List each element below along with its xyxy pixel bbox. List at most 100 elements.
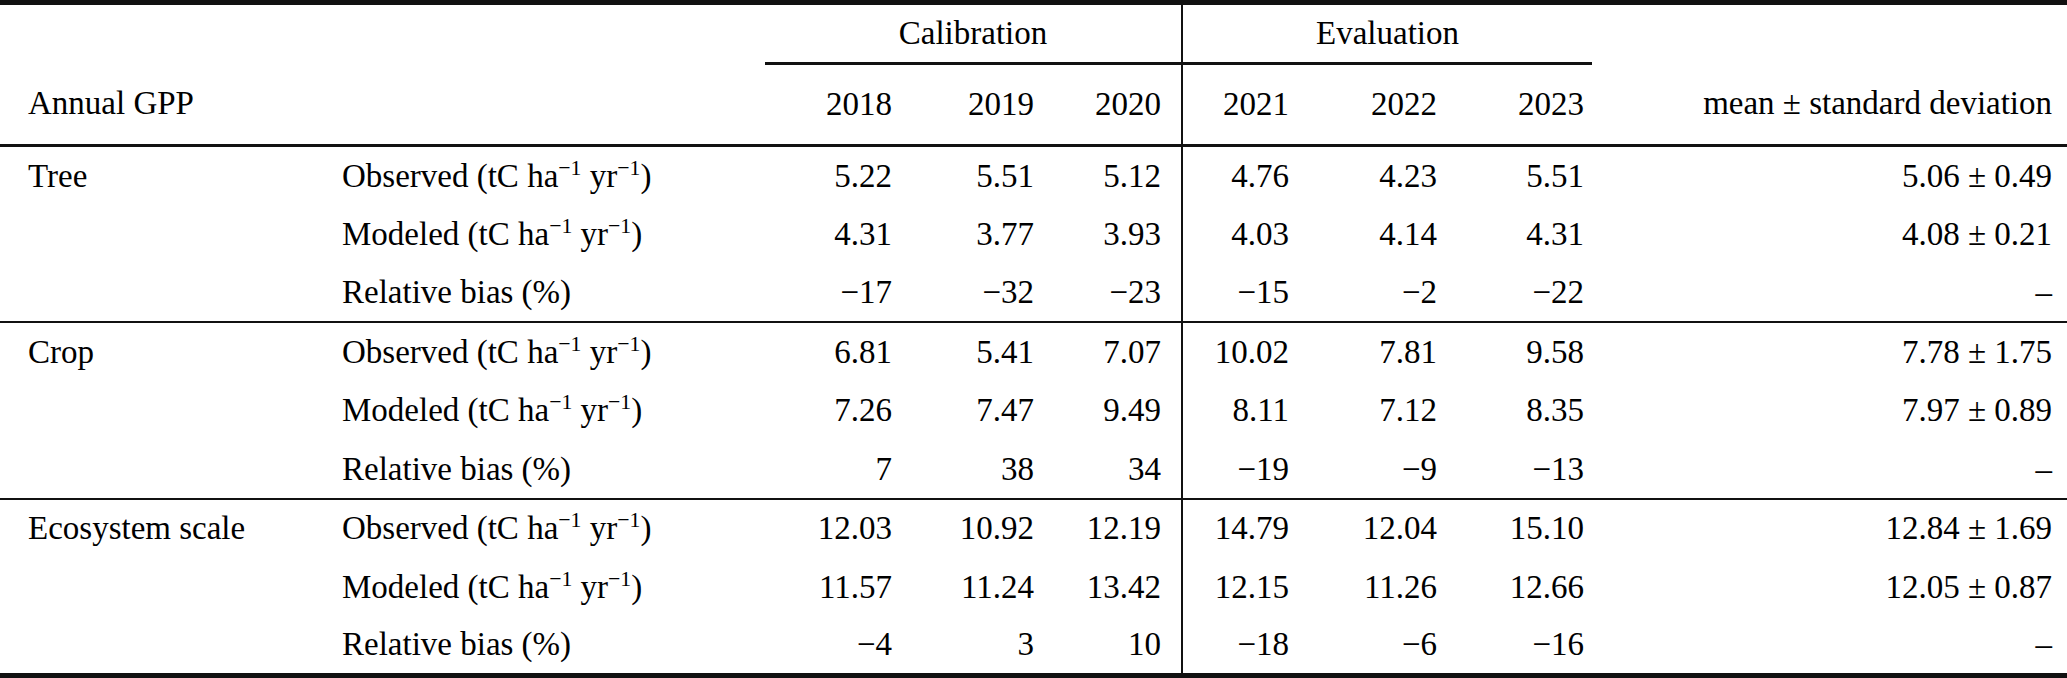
header-years-row: Annual GPP 2018 2019 2020 2021 2022 2023… xyxy=(0,63,2067,146)
metric-label: Modeled (tC ha−1 yr−1) xyxy=(330,205,765,264)
section-label-tree: Tree xyxy=(0,146,330,205)
year-header-2023: 2023 xyxy=(1445,63,1592,146)
value-cell: −18 xyxy=(1182,617,1297,676)
metric-label: Observed (tC ha−1 yr−1) xyxy=(330,146,765,205)
value-cell: 4.03 xyxy=(1182,205,1297,264)
value-cell: 10 xyxy=(1042,617,1182,676)
value-cell: 13.42 xyxy=(1042,558,1182,617)
table-row: Modeled (tC ha−1 yr−1) 11.57 11.24 13.42… xyxy=(0,558,2067,617)
value-cell: 10.92 xyxy=(900,499,1042,558)
value-cell: −22 xyxy=(1445,264,1592,323)
value-cell: 34 xyxy=(1042,440,1182,499)
value-cell: 3.77 xyxy=(900,205,1042,264)
value-cell: 12.66 xyxy=(1445,558,1592,617)
value-cell: 11.24 xyxy=(900,558,1042,617)
value-cell: 10.02 xyxy=(1182,322,1297,381)
value-cell: −17 xyxy=(765,264,900,323)
value-cell: 12.04 xyxy=(1297,499,1445,558)
value-cell: 8.11 xyxy=(1182,381,1297,440)
value-cell: 4.23 xyxy=(1297,146,1445,205)
mean-cell: – xyxy=(1592,264,2067,323)
header-group-row: Calibration Evaluation xyxy=(0,3,2067,64)
table-row: Relative bias (%) −4 3 10 −18 −6 −16 – xyxy=(0,617,2067,676)
value-cell: 5.41 xyxy=(900,322,1042,381)
metric-label: Observed (tC ha−1 yr−1) xyxy=(330,499,765,558)
header-lead-spacer xyxy=(0,3,765,64)
table-row: Modeled (tC ha−1 yr−1) 4.31 3.77 3.93 4.… xyxy=(0,205,2067,264)
value-cell: 7.81 xyxy=(1297,322,1445,381)
year-header-2018: 2018 xyxy=(765,63,900,146)
value-cell: 12.03 xyxy=(765,499,900,558)
header-mean-spacer xyxy=(1592,3,2067,64)
mean-cell: 7.78 ± 1.75 xyxy=(1592,322,2067,381)
group-header-evaluation: Evaluation xyxy=(1182,3,1592,64)
table-row: Crop Observed (tC ha−1 yr−1) 6.81 5.41 7… xyxy=(0,322,2067,381)
group-header-calibration: Calibration xyxy=(765,3,1182,64)
metric-label: Relative bias (%) xyxy=(330,440,765,499)
value-cell: 8.35 xyxy=(1445,381,1592,440)
value-cell: −16 xyxy=(1445,617,1592,676)
table-row: Ecosystem scale Observed (tC ha−1 yr−1) … xyxy=(0,499,2067,558)
table-row: Modeled (tC ha−1 yr−1) 7.26 7.47 9.49 8.… xyxy=(0,381,2067,440)
value-cell: 12.19 xyxy=(1042,499,1182,558)
table-title: Annual GPP xyxy=(0,63,765,146)
mean-cell: 7.97 ± 0.89 xyxy=(1592,381,2067,440)
mean-cell: 5.06 ± 0.49 xyxy=(1592,146,2067,205)
value-cell: 38 xyxy=(900,440,1042,499)
section-label-spacer xyxy=(0,381,330,440)
value-cell: 9.58 xyxy=(1445,322,1592,381)
value-cell: −2 xyxy=(1297,264,1445,323)
year-header-2020: 2020 xyxy=(1042,63,1182,146)
value-cell: 5.51 xyxy=(1445,146,1592,205)
value-cell: 4.31 xyxy=(1445,205,1592,264)
annual-gpp-table: Calibration Evaluation Annual GPP 2018 2… xyxy=(0,0,2067,678)
value-cell: −23 xyxy=(1042,264,1182,323)
section-label-spacer xyxy=(0,205,330,264)
value-cell: −13 xyxy=(1445,440,1592,499)
value-cell: 11.26 xyxy=(1297,558,1445,617)
value-cell: 5.51 xyxy=(900,146,1042,205)
section-label-crop: Crop xyxy=(0,322,330,381)
value-cell: −9 xyxy=(1297,440,1445,499)
year-header-2021: 2021 xyxy=(1182,63,1297,146)
value-cell: 12.15 xyxy=(1182,558,1297,617)
mean-cell: – xyxy=(1592,617,2067,676)
year-header-2019: 2019 xyxy=(900,63,1042,146)
mean-cell: 12.84 ± 1.69 xyxy=(1592,499,2067,558)
table-row: Relative bias (%) −17 −32 −23 −15 −2 −22… xyxy=(0,264,2067,323)
value-cell: 15.10 xyxy=(1445,499,1592,558)
value-cell: 6.81 xyxy=(765,322,900,381)
mean-cell: – xyxy=(1592,440,2067,499)
value-cell: 5.22 xyxy=(765,146,900,205)
section-label-spacer xyxy=(0,558,330,617)
value-cell: −19 xyxy=(1182,440,1297,499)
value-cell: 4.14 xyxy=(1297,205,1445,264)
value-cell: 7 xyxy=(765,440,900,499)
value-cell: −32 xyxy=(900,264,1042,323)
value-cell: 3 xyxy=(900,617,1042,676)
value-cell: 5.12 xyxy=(1042,146,1182,205)
section-label-spacer xyxy=(0,440,330,499)
section-label-spacer xyxy=(0,264,330,323)
value-cell: 14.79 xyxy=(1182,499,1297,558)
year-header-2022: 2022 xyxy=(1297,63,1445,146)
metric-label: Modeled (tC ha−1 yr−1) xyxy=(330,381,765,440)
table-row: Relative bias (%) 7 38 34 −19 −9 −13 – xyxy=(0,440,2067,499)
metric-label: Modeled (tC ha−1 yr−1) xyxy=(330,558,765,617)
value-cell: 9.49 xyxy=(1042,381,1182,440)
value-cell: 3.93 xyxy=(1042,205,1182,264)
value-cell: 4.31 xyxy=(765,205,900,264)
value-cell: 7.26 xyxy=(765,381,900,440)
value-cell: −4 xyxy=(765,617,900,676)
section-label-spacer xyxy=(0,617,330,676)
section-label-ecosystem: Ecosystem scale xyxy=(0,499,330,558)
value-cell: 7.47 xyxy=(900,381,1042,440)
mean-std-header: mean ± standard deviation xyxy=(1592,63,2067,146)
metric-label: Relative bias (%) xyxy=(330,264,765,323)
mean-cell: 4.08 ± 0.21 xyxy=(1592,205,2067,264)
table-row: Tree Observed (tC ha−1 yr−1) 5.22 5.51 5… xyxy=(0,146,2067,205)
mean-cell: 12.05 ± 0.87 xyxy=(1592,558,2067,617)
metric-label: Relative bias (%) xyxy=(330,617,765,676)
value-cell: −15 xyxy=(1182,264,1297,323)
value-cell: 11.57 xyxy=(765,558,900,617)
